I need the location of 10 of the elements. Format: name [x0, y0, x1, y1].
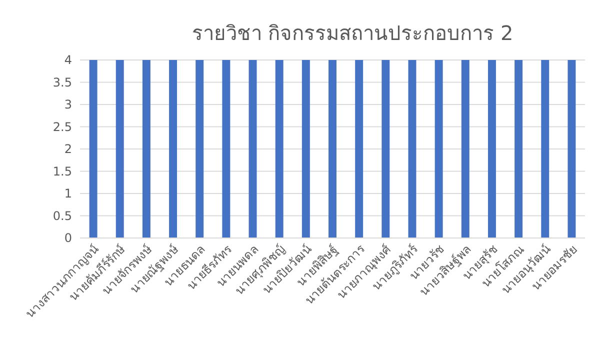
- y-tick-label: 0: [64, 231, 72, 245]
- y-tick-label: 2.5: [52, 120, 72, 134]
- y-tick-label: 0.5: [52, 208, 72, 223]
- y-tick-label: 1: [64, 186, 72, 200]
- y-tick-label: 1.5: [52, 164, 72, 178]
- y-tick-label: 3.5: [52, 75, 72, 90]
- y-tick-label: 4: [64, 53, 72, 67]
- y-tick-label: 3: [64, 98, 72, 112]
- y-tick-label: 2: [64, 142, 72, 156]
- chart-title: รายวิชา กิจกรรมสถานประกอบการ 2: [192, 21, 514, 45]
